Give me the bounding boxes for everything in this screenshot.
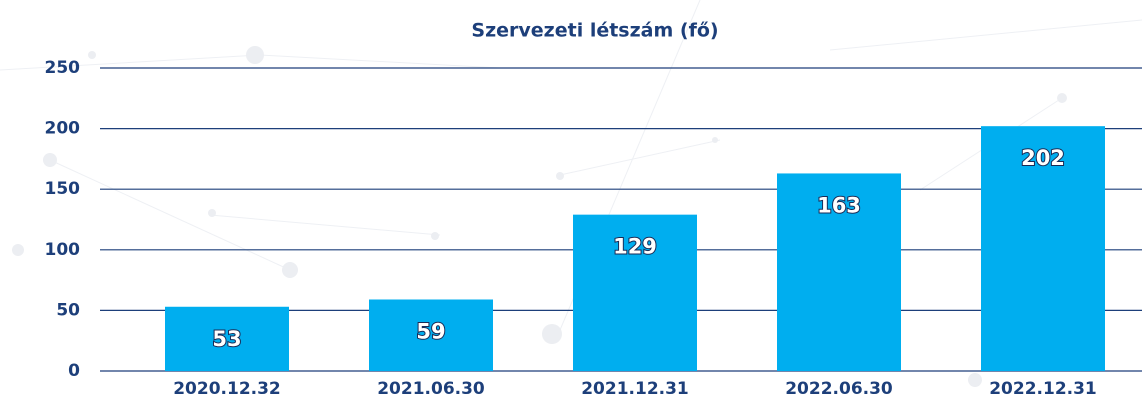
x-tick-label: 2021.12.31 [581, 379, 689, 399]
y-tick-label: 250 [45, 58, 81, 78]
value-label: 59 [416, 319, 445, 343]
value-label: 129 [613, 235, 657, 259]
x-tick-label: 2022.12.31 [989, 379, 1097, 399]
bar [981, 126, 1105, 372]
value-label: 202 [1021, 146, 1065, 170]
bar [165, 306, 289, 371]
y-tick-label: 200 [45, 119, 81, 139]
chart-title: Szervezeti létszám (fő) [471, 20, 718, 42]
y-tick-label: 0 [68, 361, 80, 381]
y-tick-label: 100 [45, 240, 81, 260]
y-tick-label: 150 [45, 179, 81, 199]
bar [573, 214, 697, 371]
x-tick-label: 2020.12.32 [173, 379, 281, 399]
bar [777, 173, 901, 371]
bar [369, 299, 493, 371]
y-tick-label: 50 [56, 300, 80, 320]
x-tick-label: 2022.06.30 [785, 379, 893, 399]
x-tick-label: 2021.06.30 [377, 379, 485, 399]
value-label: 163 [817, 193, 861, 217]
value-label: 53 [212, 327, 241, 351]
background-pattern [0, 0, 1142, 387]
